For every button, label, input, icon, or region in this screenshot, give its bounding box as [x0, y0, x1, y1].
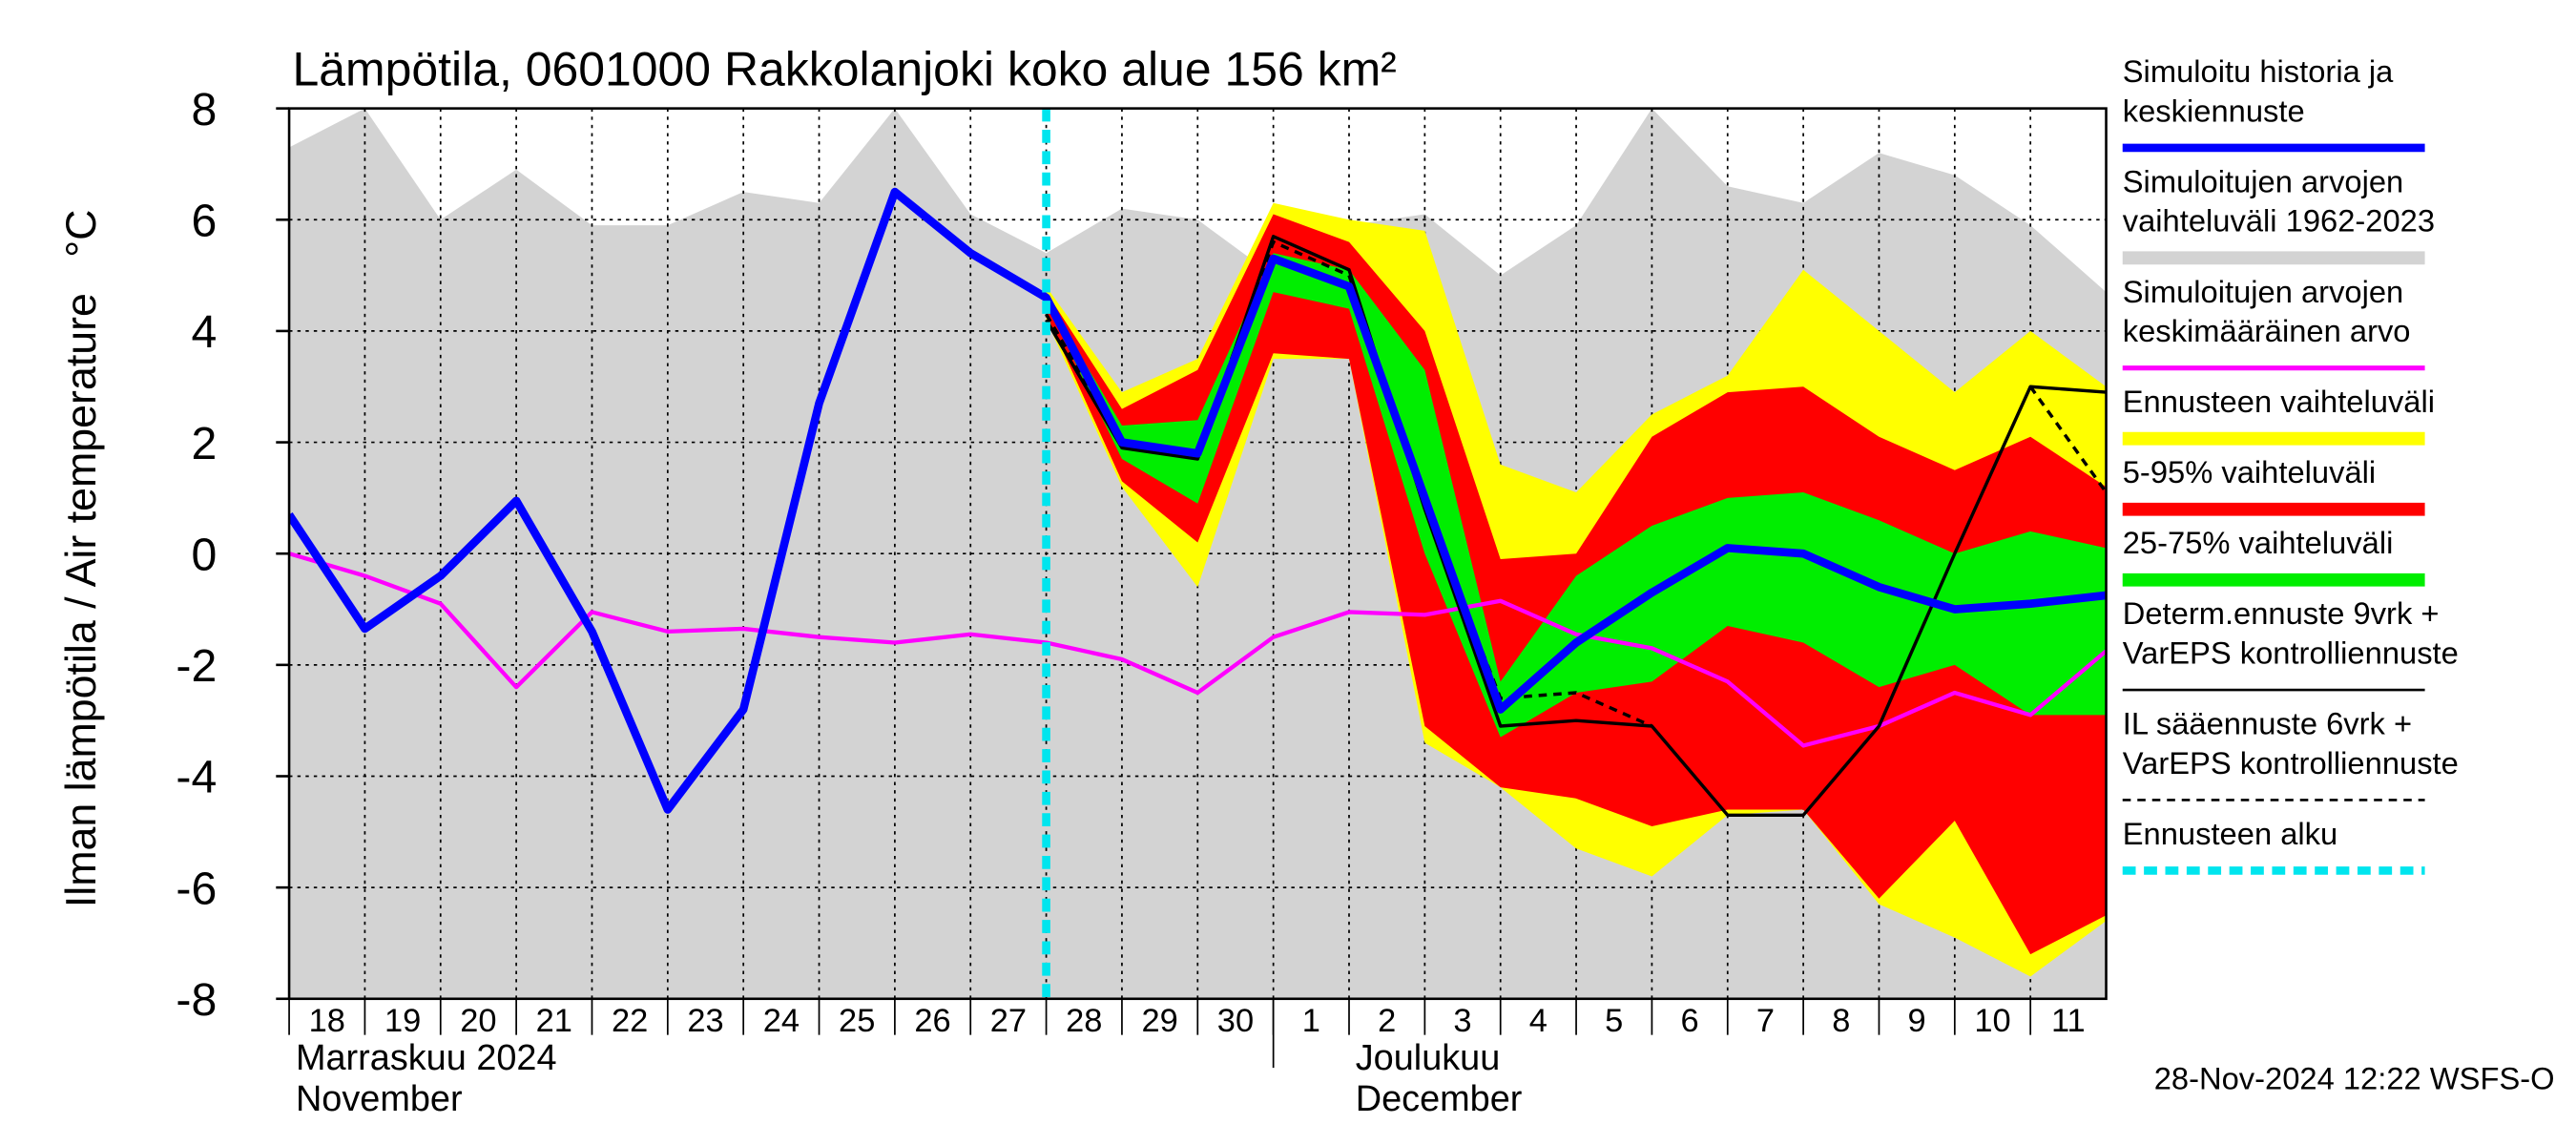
x-tick-label: 3 — [1453, 1003, 1471, 1039]
plot-area — [289, 108, 2107, 999]
x-tick-label: 23 — [687, 1003, 723, 1039]
x-tick-label: 25 — [839, 1003, 875, 1039]
x-tick-label: 2 — [1378, 1003, 1396, 1039]
legend-label: Simuloitujen arvojen — [2123, 274, 2404, 309]
month-label: November — [296, 1079, 463, 1119]
x-tick-label: 28 — [1066, 1003, 1102, 1039]
x-tick-label: 21 — [536, 1003, 572, 1039]
x-tick-label: 26 — [914, 1003, 950, 1039]
x-tick-label: 29 — [1141, 1003, 1177, 1039]
x-tick-label: 19 — [384, 1003, 421, 1039]
footer: 28-Nov-2024 12:22 WSFS-O — [2154, 1060, 2555, 1095]
legend-label: vaihteluväli 1962-2023 — [2123, 203, 2435, 239]
legend-label: VarEPS kontrolliennuste — [2123, 745, 2459, 781]
x-tick-label: 10 — [1974, 1003, 2010, 1039]
range-band — [1046, 253, 2107, 738]
legend-label: keskimääräinen arvo — [2123, 313, 2411, 348]
series-line — [289, 552, 2107, 748]
month-label: Marraskuu 2024 — [296, 1038, 557, 1078]
x-tick-label: 7 — [1756, 1003, 1775, 1039]
y-tick-label: -8 — [176, 974, 217, 1026]
y-tick-label: -2 — [176, 640, 217, 692]
x-tick-label: 11 — [2051, 1003, 2086, 1039]
chart-title: Lämpötila, 0601000 Rakkolanjoki koko alu… — [293, 43, 1397, 96]
legend-label: IL sääennuste 6vrk + — [2123, 706, 2412, 741]
legend-label: VarEPS kontrolliennuste — [2123, 635, 2459, 671]
y-axis-label: Ilman lämpötila / Air temperature °C — [57, 210, 105, 908]
x-tick-label: 1 — [1302, 1003, 1320, 1039]
legend-label: 25-75% vaihteluväli — [2123, 525, 2394, 560]
y-tick-label: 4 — [191, 306, 217, 358]
x-tick-label: 8 — [1832, 1003, 1850, 1039]
x-tick-label: 18 — [309, 1003, 345, 1039]
series-line — [1045, 239, 2107, 728]
y-tick-label: 6 — [191, 195, 217, 246]
legend-label: Simuloitu historia ja — [2123, 53, 2394, 89]
y-tick-label: 2 — [191, 418, 217, 469]
x-tick-label: 20 — [460, 1003, 496, 1039]
y-tick-label: -4 — [176, 752, 217, 803]
x-tick-label: 4 — [1529, 1003, 1548, 1039]
legend-label: Determ.ennuste 9vrk + — [2123, 595, 2440, 631]
x-tick-label: 30 — [1217, 1003, 1254, 1039]
x-tick-label: 9 — [1908, 1003, 1926, 1039]
y-tick-label: -6 — [176, 863, 217, 914]
legend-label: Simuloitujen arvojen — [2123, 163, 2404, 198]
series-line — [289, 187, 2107, 814]
legend-label: Ennusteen alku — [2123, 816, 2337, 851]
x-tick-label: 5 — [1605, 1003, 1623, 1039]
x-tick-label: 6 — [1681, 1003, 1699, 1039]
y-tick-label: 8 — [191, 84, 217, 135]
x-tick-label: 27 — [990, 1003, 1027, 1039]
legend-label: Ennusteen vaihteluväli — [2123, 384, 2435, 419]
y-tick-label: 0 — [191, 529, 217, 580]
month-label: December — [1356, 1079, 1523, 1119]
legend-label: 5-95% vaihteluväli — [2123, 454, 2376, 489]
x-tick-label: 24 — [763, 1003, 800, 1039]
x-tick-label: 22 — [612, 1003, 648, 1039]
month-label: Joulukuu — [1356, 1038, 1501, 1078]
legend-label: keskiennuste — [2123, 93, 2305, 128]
